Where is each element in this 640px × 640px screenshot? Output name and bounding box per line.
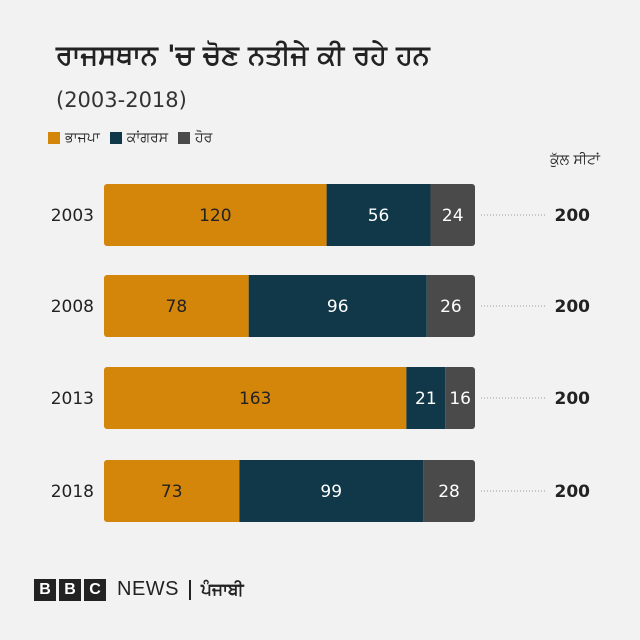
total-label-2013: 200 bbox=[555, 389, 591, 409]
bar-segment-bjp-2008 bbox=[104, 275, 249, 337]
data-label-bjp-2008: 78 bbox=[166, 297, 188, 317]
footer-divider bbox=[189, 579, 191, 600]
legend: ਭਾਜਪਾ ਕਾਂਗਰਸ ਹੋਰ bbox=[48, 130, 222, 146]
data-label-bjp-2003: 120 bbox=[199, 206, 231, 226]
bar-group-2018 bbox=[104, 460, 475, 522]
data-label-congress-2008: 96 bbox=[327, 297, 349, 317]
bar-group-2013 bbox=[104, 367, 475, 429]
bbc-logo-letter-b2: B bbox=[59, 578, 81, 601]
data-label-bjp-2018: 73 bbox=[161, 482, 183, 502]
legend-item-congress: ਕਾਂਗਰਸ bbox=[109, 130, 169, 146]
total-seats-header: ਕੁੱਲ ਸੀਟਾਂ bbox=[550, 152, 600, 168]
bar-segment-other-2008 bbox=[426, 275, 475, 337]
data-label-other-2013: 16 bbox=[449, 389, 471, 409]
data-label-congress-2003: 56 bbox=[368, 206, 390, 226]
bar-group-2003 bbox=[104, 184, 475, 246]
bar-group-2008 bbox=[104, 275, 475, 337]
footer: B B C NEWS ਪੰਜਾਬੀ bbox=[34, 578, 244, 601]
chart-subtitle: (2003-2018) bbox=[56, 88, 187, 112]
bar-segment-congress-2003 bbox=[326, 184, 431, 246]
legend-item-other: ਹੋਰ bbox=[178, 130, 212, 146]
total-label-2008: 200 bbox=[555, 297, 591, 317]
data-label-congress-2013: 21 bbox=[415, 389, 437, 409]
data-label-other-2003: 24 bbox=[442, 206, 464, 226]
legend-label-other: ਹੋਰ bbox=[195, 130, 213, 146]
legend-label-bjp: ਭਾਜਪਾ bbox=[65, 130, 100, 146]
category-label-2018: 2018 bbox=[51, 482, 94, 502]
data-label-other-2008: 26 bbox=[440, 297, 462, 317]
bbc-news-label: NEWS bbox=[117, 578, 179, 600]
bar-segment-other-2003 bbox=[430, 184, 475, 246]
data-label-congress-2018: 99 bbox=[320, 482, 342, 502]
legend-swatch-other bbox=[178, 132, 191, 144]
legend-label-congress: ਕਾਂਗਰਸ bbox=[126, 130, 169, 146]
bbc-logo-letter-b1: B bbox=[34, 578, 56, 601]
bar-segment-bjp-2013 bbox=[104, 367, 407, 429]
legend-swatch-bjp bbox=[48, 132, 60, 144]
bar-segment-bjp-2003 bbox=[104, 184, 327, 246]
category-label-2003: 2003 bbox=[51, 206, 94, 226]
language-label: ਪੰਜਾਬੀ bbox=[201, 579, 244, 600]
bar-segment-congress-2008 bbox=[248, 275, 427, 337]
bar-segment-other-2018 bbox=[423, 460, 475, 522]
data-label-other-2018: 28 bbox=[438, 482, 460, 502]
bar-segment-bjp-2018 bbox=[104, 460, 240, 522]
total-label-2003: 200 bbox=[555, 206, 591, 226]
category-label-2013: 2013 bbox=[51, 389, 94, 409]
category-label-2008: 2008 bbox=[51, 297, 94, 317]
chart-title: ਰਾਜਸਥਾਨ 'ਚ ਚੋਣ ਨਤੀਜੇ ਕੀ ਰਹੇ ਹਨ bbox=[56, 40, 430, 71]
legend-item-bjp: ਭਾਜਪਾ bbox=[48, 130, 100, 146]
bar-segment-other-2013 bbox=[445, 367, 475, 429]
total-label-2018: 200 bbox=[555, 482, 591, 502]
bar-segment-congress-2018 bbox=[239, 460, 424, 522]
legend-swatch-congress bbox=[109, 132, 122, 144]
bbc-logo-letter-c: C bbox=[84, 578, 106, 601]
data-label-bjp-2013: 163 bbox=[239, 389, 271, 409]
bar-segment-congress-2013 bbox=[406, 367, 446, 429]
